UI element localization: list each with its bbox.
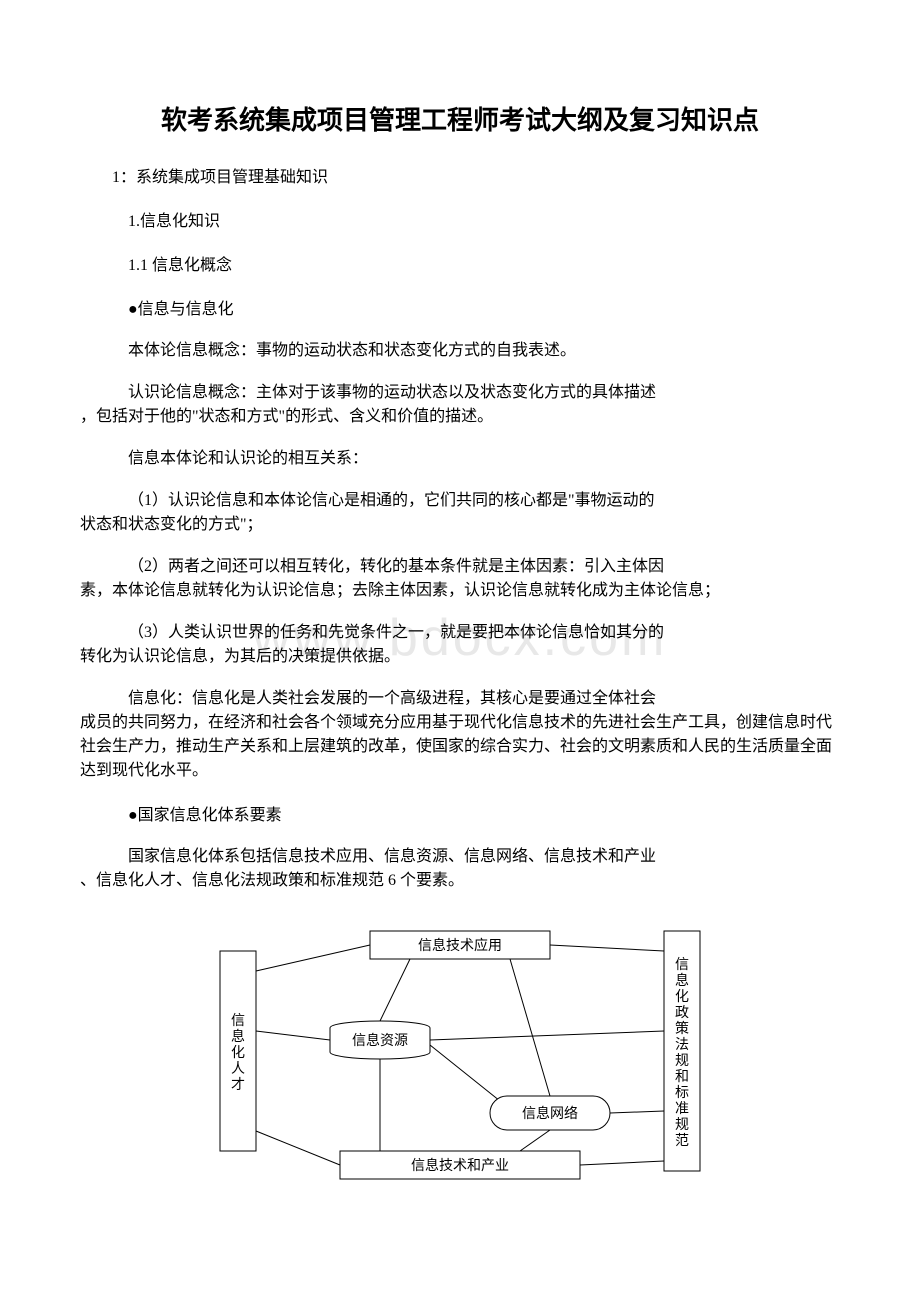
- svg-text:才: 才: [231, 1077, 245, 1093]
- svg-text:信息技术应用: 信息技术应用: [418, 937, 502, 954]
- p2-line1: 认识论信息概念：主体对于该事物的运动状态以及状态变化方式的具体描述: [80, 381, 840, 405]
- p4-line1: （1）认识论信息和本体论信心是相通的，它们共同的核心都是"事物运动的: [80, 489, 840, 513]
- bullet-system-elements: ●国家信息化体系要素: [80, 801, 840, 825]
- svg-text:规: 规: [675, 1053, 689, 1069]
- svg-text:化: 化: [231, 1045, 245, 1061]
- svg-text:息: 息: [231, 1028, 245, 1045]
- paragraph-six-elements: 国家信息化体系包括信息技术应用、信息资源、信息网络、信息技术和产业 、信息化人才…: [80, 845, 840, 893]
- bullet-info: ●信息与信息化: [80, 295, 840, 319]
- svg-text:信息资源: 信息资源: [352, 1032, 408, 1049]
- paragraph-ontology: 本体论信息概念：事物的运动状态和状态变化方式的自我表述。: [80, 339, 840, 363]
- svg-text:和: 和: [675, 1069, 689, 1085]
- svg-text:范: 范: [675, 1132, 689, 1149]
- p7-line1: 信息化：信息化是人类社会发展的一个高级进程，其核心是要通过全体社会: [80, 687, 840, 711]
- paragraph-epistemology: 认识论信息概念：主体对于该事物的运动状态以及状态变化方式的具体描述 ，包括对于他…: [80, 381, 840, 429]
- page-title: 软考系统集成项目管理工程师考试大纲及复习知识点: [80, 100, 840, 137]
- sub-heading-1-1: 1.信息化知识: [80, 207, 840, 231]
- paragraph-relation-intro: 信息本体论和认识论的相互关系：: [80, 447, 840, 471]
- p6-line2: 转化为认识论信息，为其后的决策提供依据。: [80, 645, 840, 669]
- svg-text:息: 息: [675, 972, 689, 989]
- svg-text:人: 人: [231, 1061, 245, 1077]
- p2-line2: ，包括对于他的"状态和方式"的形式、含义和价值的描述。: [80, 405, 840, 429]
- p8-line2: 、信息化人才、信息化法规政策和标准规范 6 个要素。: [80, 869, 840, 893]
- svg-text:标: 标: [675, 1085, 689, 1101]
- paragraph-point3: （3）人类认识世界的任务和先觉条件之一，就是要把本体论信息恰如其分的 转化为认识…: [80, 621, 840, 669]
- svg-text:法: 法: [675, 1037, 689, 1053]
- sub-sub-heading-1-1-1: 1.1 信息化概念: [80, 251, 840, 275]
- svg-text:规: 规: [675, 1117, 689, 1133]
- svg-text:信: 信: [675, 957, 689, 973]
- svg-text:信息网络: 信息网络: [522, 1105, 578, 1122]
- p7-line2: 成员的共同努力，在经济和社会各个领域充分应用基于现代化信息技术的先进社会生产工具…: [80, 711, 840, 783]
- diagram-container: 信息化人才信息化政策法规和标准规范信息技术应用信息资源信息网络信息技术和产业: [80, 911, 840, 1201]
- p5-line1: （2）两者之间还可以相互转化，转化的基本条件就是主体因素：引入主体因: [80, 555, 840, 579]
- document-content: 软考系统集成项目管理工程师考试大纲及复习知识点 1：系统集成项目管理基础知识 1…: [80, 100, 840, 1201]
- informatization-diagram: 信息化人才信息化政策法规和标准规范信息技术应用信息资源信息网络信息技术和产业: [200, 911, 720, 1201]
- paragraph-point2: （2）两者之间还可以相互转化，转化的基本条件就是主体因素：引入主体因 素，本体论…: [80, 555, 840, 603]
- svg-text:信息技术和产业: 信息技术和产业: [411, 1157, 509, 1174]
- svg-text:政: 政: [675, 1005, 689, 1021]
- svg-text:化: 化: [675, 989, 689, 1005]
- svg-text:信: 信: [231, 1013, 245, 1029]
- section-heading-1: 1：系统集成项目管理基础知识: [80, 163, 840, 187]
- p8-line1: 国家信息化体系包括信息技术应用、信息资源、信息网络、信息技术和产业: [80, 845, 840, 869]
- p4-line2: 状态和状态变化的方式"；: [80, 513, 840, 537]
- svg-text:策: 策: [675, 1020, 689, 1037]
- paragraph-informatization: 信息化：信息化是人类社会发展的一个高级进程，其核心是要通过全体社会 成员的共同努…: [80, 687, 840, 783]
- p5-line2: 素，本体论信息就转化为认识论信息；去除主体因素，认识论信息就转化成为主体论信息；: [80, 579, 840, 603]
- paragraph-point1: （1）认识论信息和本体论信心是相通的，它们共同的核心都是"事物运动的 状态和状态…: [80, 489, 840, 537]
- p6-line1: （3）人类认识世界的任务和先觉条件之一，就是要把本体论信息恰如其分的: [80, 621, 840, 645]
- svg-text:准: 准: [675, 1101, 689, 1117]
